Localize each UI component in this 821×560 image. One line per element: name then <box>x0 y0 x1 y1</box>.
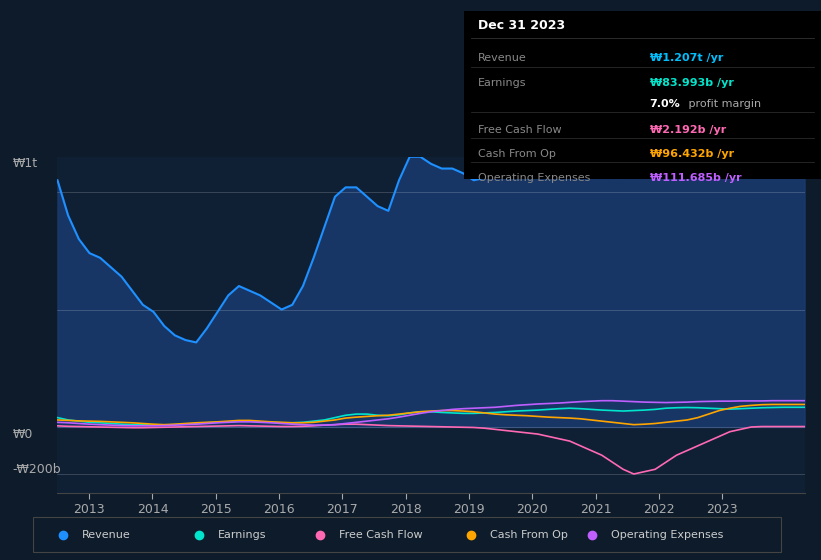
Text: ₩1t: ₩1t <box>12 157 38 170</box>
Text: Free Cash Flow: Free Cash Flow <box>478 125 562 135</box>
Text: Dec 31 2023: Dec 31 2023 <box>478 19 566 32</box>
Text: Revenue: Revenue <box>82 530 131 540</box>
Text: ₩2.192b /yr: ₩2.192b /yr <box>649 125 726 135</box>
Text: profit margin: profit margin <box>686 100 761 110</box>
Text: ₩0: ₩0 <box>12 427 33 441</box>
Text: Earnings: Earnings <box>218 530 266 540</box>
Text: Free Cash Flow: Free Cash Flow <box>339 530 422 540</box>
Text: Cash From Op: Cash From Op <box>478 149 556 159</box>
Text: 7.0%: 7.0% <box>649 100 681 110</box>
Text: ₩111.685b /yr: ₩111.685b /yr <box>649 172 741 183</box>
Text: ₩96.432b /yr: ₩96.432b /yr <box>649 149 734 159</box>
Text: ₩83.993b /yr: ₩83.993b /yr <box>649 78 733 88</box>
Text: Operating Expenses: Operating Expenses <box>611 530 723 540</box>
Text: -₩200b: -₩200b <box>12 463 62 476</box>
Text: Operating Expenses: Operating Expenses <box>478 172 590 183</box>
Text: Cash From Op: Cash From Op <box>490 530 567 540</box>
Text: ₩1.207t /yr: ₩1.207t /yr <box>649 53 723 63</box>
Text: Earnings: Earnings <box>478 78 526 88</box>
Text: Revenue: Revenue <box>478 53 527 63</box>
